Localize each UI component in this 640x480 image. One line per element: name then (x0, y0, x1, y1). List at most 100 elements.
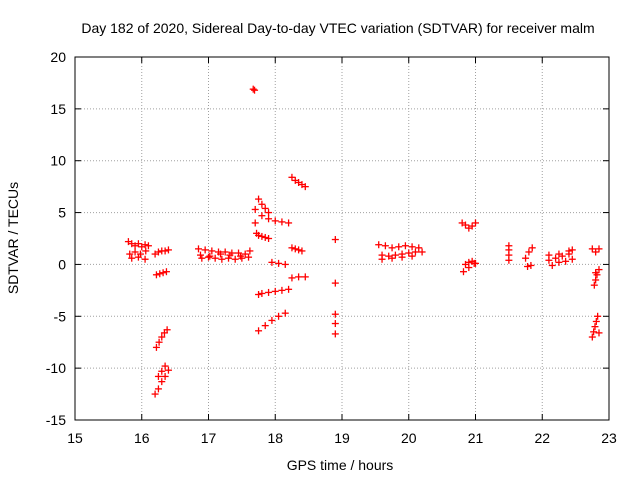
data-point (288, 244, 296, 252)
data-point (258, 212, 266, 220)
data-point (301, 183, 309, 191)
data-point (128, 254, 136, 262)
data-point (134, 253, 142, 261)
data-point (151, 390, 159, 398)
y-tick-label: -10 (46, 360, 66, 376)
data-points (124, 85, 603, 398)
x-tick-label: 22 (534, 430, 550, 446)
data-point (295, 246, 303, 254)
data-point (528, 244, 536, 252)
data-point (461, 221, 469, 229)
y-tick-label: -5 (54, 308, 67, 324)
data-point (388, 254, 396, 262)
x-tick-label: 21 (468, 430, 484, 446)
data-point (271, 217, 279, 225)
data-point (164, 366, 172, 374)
data-point (217, 250, 225, 258)
data-point (134, 240, 142, 248)
data-point (468, 222, 476, 230)
data-point (194, 245, 202, 253)
data-point (588, 245, 596, 253)
data-point (206, 252, 214, 260)
data-point (211, 254, 219, 262)
data-point (281, 309, 289, 317)
data-point (265, 215, 273, 223)
data-point (142, 247, 150, 255)
data-point (131, 248, 139, 256)
data-point (545, 251, 553, 259)
data-point (331, 310, 339, 318)
data-point (525, 248, 533, 256)
data-point (288, 173, 296, 181)
x-tick-label: 20 (401, 430, 417, 446)
data-point (590, 281, 598, 289)
data-point (161, 362, 169, 370)
data-point (265, 235, 273, 242)
data-point (258, 289, 266, 297)
chart-title: Day 182 of 2020, Sidereal Day-to-day VTE… (81, 20, 594, 36)
data-point (141, 255, 149, 263)
data-point (275, 312, 283, 320)
plot-frame (74, 56, 610, 421)
data-point (249, 85, 257, 93)
data-point (465, 258, 473, 266)
data-point (391, 251, 399, 259)
x-tick-label: 15 (67, 430, 83, 446)
data-point (261, 322, 269, 330)
data-point (271, 287, 279, 295)
y-axis-label: SDTVAR / TECUs (5, 182, 21, 294)
data-point (152, 271, 160, 279)
data-point (161, 372, 169, 380)
data-point (258, 232, 266, 240)
data-point (408, 252, 416, 260)
data-point (246, 247, 254, 255)
data-point (208, 247, 216, 255)
data-point (251, 205, 259, 213)
data-point (415, 244, 423, 252)
data-point (275, 259, 283, 267)
data-point (568, 246, 576, 254)
data-point (285, 219, 293, 227)
data-point (295, 273, 303, 281)
data-point (285, 285, 293, 293)
x-tick-label: 16 (134, 430, 150, 446)
data-point (156, 270, 164, 278)
data-point (331, 330, 339, 338)
data-point (459, 268, 467, 276)
data-point (255, 327, 263, 335)
data-point (401, 242, 409, 250)
data-point (141, 241, 149, 249)
data-point (592, 248, 600, 256)
data-point (258, 200, 266, 208)
data-point (221, 248, 229, 256)
data-point (555, 250, 563, 258)
data-point (251, 219, 259, 227)
data-point (375, 241, 383, 249)
data-point (472, 259, 479, 267)
data-point (281, 260, 289, 268)
data-point (568, 255, 576, 263)
y-tick-label: 20 (50, 49, 66, 65)
data-point (388, 244, 396, 252)
x-tick-label: 17 (201, 430, 217, 446)
data-point (163, 326, 171, 334)
data-point (218, 255, 226, 263)
data-point (505, 256, 513, 264)
data-point (245, 253, 253, 261)
data-point (378, 255, 386, 263)
data-point (592, 317, 600, 325)
data-point (590, 328, 598, 336)
data-point (155, 338, 163, 346)
x-tick-label: 18 (267, 430, 283, 446)
data-point (261, 233, 269, 241)
data-point (201, 246, 209, 254)
data-point (472, 219, 479, 227)
data-point (331, 236, 339, 244)
y-tick-label: 10 (50, 153, 66, 169)
data-point (255, 231, 263, 239)
data-point (164, 246, 172, 254)
data-point (588, 333, 596, 341)
data-point (265, 288, 273, 296)
data-point (594, 312, 602, 320)
